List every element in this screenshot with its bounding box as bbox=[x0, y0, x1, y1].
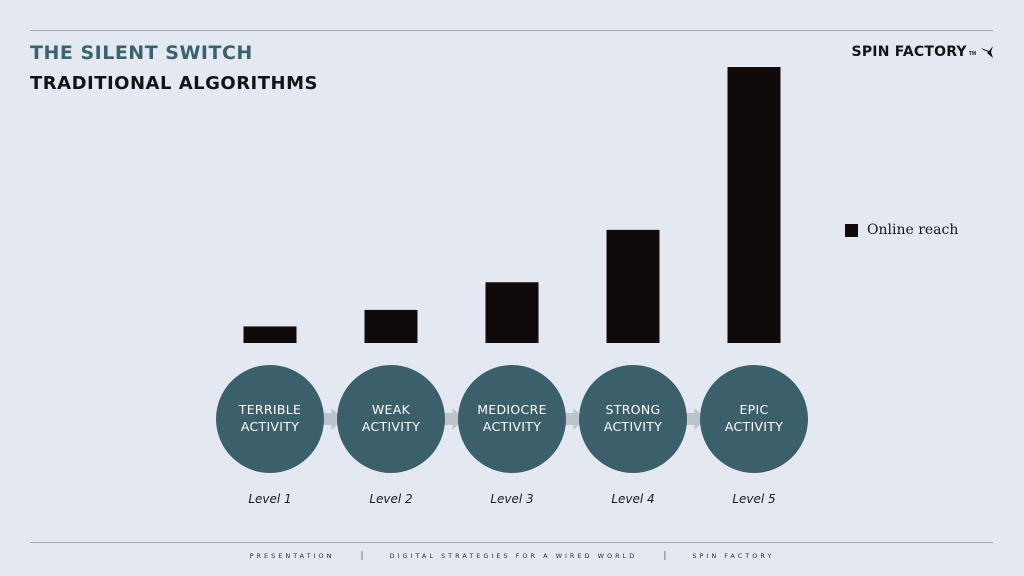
connector-arrow-icon bbox=[683, 408, 706, 430]
bar-online-reach bbox=[727, 67, 781, 343]
bar-online-reach bbox=[364, 309, 418, 343]
chart-legend: Online reach bbox=[845, 222, 958, 238]
activity-badge-label: ACTIVITY bbox=[362, 419, 420, 434]
legend-label: Online reach bbox=[867, 222, 959, 238]
footer-separator: | bbox=[360, 551, 364, 561]
activity-badge-label: ACTIVITY bbox=[241, 419, 299, 434]
activity-badge-label: TERRIBLE bbox=[238, 402, 301, 417]
logo-text: SPIN FACTORY bbox=[851, 44, 967, 60]
page-subtitle: TRADITIONAL ALGORITHMS bbox=[30, 73, 318, 94]
activity-badge bbox=[337, 365, 445, 473]
category-tick-label: Level 1 bbox=[248, 492, 291, 506]
connector-arrow-icon bbox=[441, 408, 464, 430]
bird-icon bbox=[981, 46, 993, 58]
category-tick-label: Level 3 bbox=[490, 492, 533, 506]
category-tick-label: Level 4 bbox=[611, 492, 654, 506]
connector-arrow-icon bbox=[562, 408, 585, 430]
activity-badge-label: WEAK bbox=[372, 402, 411, 417]
category-tick-label: Level 2 bbox=[369, 492, 412, 506]
activity-badge-label: EPIC bbox=[739, 402, 768, 417]
brand-logo: SPIN FACTORY TM bbox=[852, 44, 994, 60]
connector-arrow-icon bbox=[320, 408, 343, 430]
logo-trademark: TM bbox=[968, 51, 976, 57]
footer-brand: SPIN FACTORY bbox=[692, 552, 775, 560]
activity-badge-label: ACTIVITY bbox=[604, 419, 662, 434]
bar-online-reach bbox=[485, 282, 539, 343]
footer-presentation: PRESENTATION bbox=[249, 552, 335, 560]
page-title: THE SILENT SWITCH bbox=[30, 42, 253, 64]
footer-separator: | bbox=[663, 551, 667, 561]
footer: PRESENTATION | DIGITAL STRATEGIES FOR A … bbox=[0, 551, 1024, 561]
bar-online-reach bbox=[243, 326, 297, 343]
activity-badge-label: ACTIVITY bbox=[483, 419, 541, 434]
category-tick-label: Level 5 bbox=[732, 492, 775, 506]
bar-chart: TERRIBLE ACTIVITY Level 1 WEAK ACTIVITY Level… bbox=[216, 67, 808, 506]
activity-badge-label: MEDIOCRE bbox=[477, 402, 547, 417]
activity-badge bbox=[700, 365, 808, 473]
bar-online-reach bbox=[606, 229, 660, 343]
activity-badge-label: ACTIVITY bbox=[725, 419, 783, 434]
footer-tagline: DIGITAL STRATEGIES FOR A WIRED WORLD bbox=[389, 552, 638, 560]
activity-badge bbox=[579, 365, 687, 473]
top-divider bbox=[30, 30, 993, 31]
activity-badge-label: STRONG bbox=[606, 402, 661, 417]
bottom-divider bbox=[30, 542, 993, 543]
activity-badge bbox=[458, 365, 566, 473]
legend-swatch bbox=[845, 223, 858, 237]
activity-badge bbox=[216, 365, 324, 473]
